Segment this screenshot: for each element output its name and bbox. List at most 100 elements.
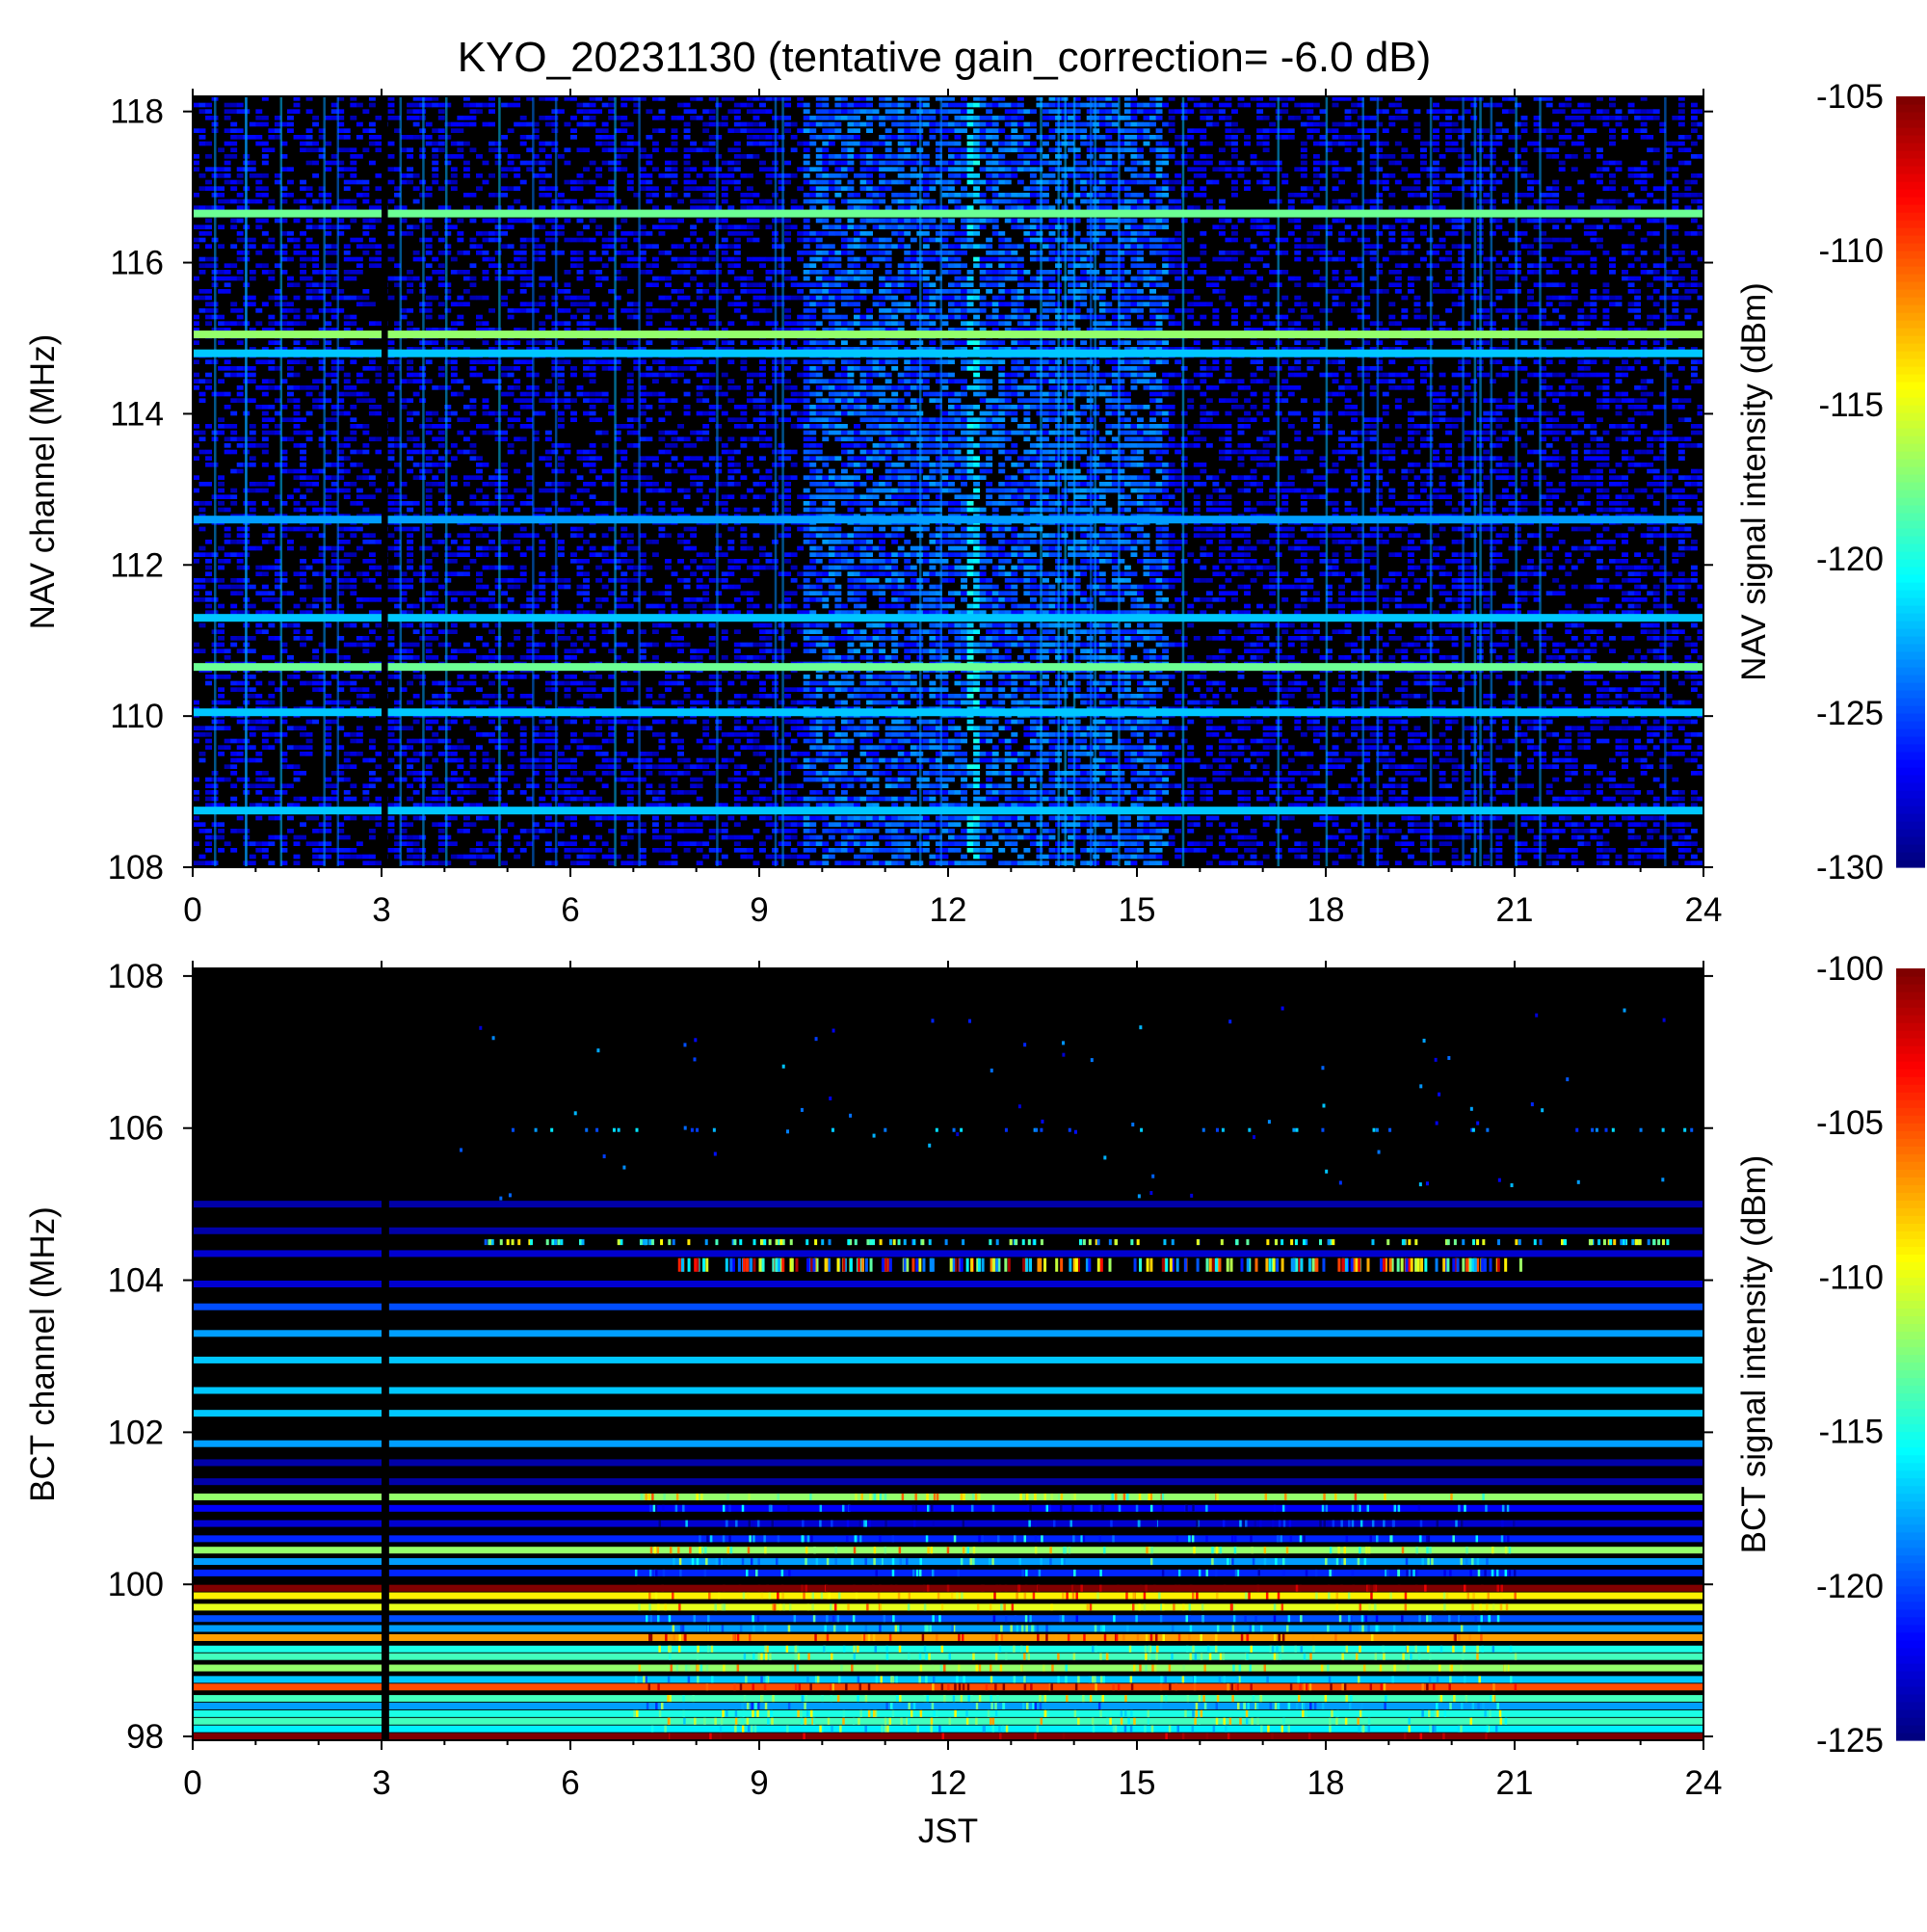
heatmap-cell	[369, 411, 376, 416]
heatmap-cell	[672, 315, 678, 320]
heatmap-cell	[224, 745, 231, 750]
heatmap-cell	[508, 167, 515, 172]
heatmap-cell	[388, 392, 395, 397]
heatmap-cell	[577, 623, 584, 628]
heatmap-cell	[558, 758, 565, 763]
heatmap-cell	[740, 681, 747, 686]
heatmap-cell	[722, 340, 728, 345]
heatmap-cell	[627, 629, 634, 634]
heatmap-cell	[344, 205, 351, 210]
heatmap-cell	[595, 315, 602, 320]
heatmap-cell	[407, 643, 413, 648]
heatmap-cell	[193, 321, 199, 326]
heatmap-cell	[684, 469, 691, 474]
heatmap-cell	[501, 494, 508, 499]
heatmap-cell	[432, 540, 438, 544]
heatmap-cell	[250, 270, 256, 275]
heatmap-cell	[287, 282, 294, 287]
heatmap-cell	[590, 398, 596, 403]
heatmap-cell	[627, 180, 634, 185]
heatmap-cell	[747, 205, 753, 210]
heatmap-cell	[752, 604, 759, 609]
heatmap-cell	[640, 848, 647, 853]
heatmap-cell	[734, 186, 741, 191]
heatmap-cell	[413, 771, 420, 776]
heatmap-cell	[438, 128, 445, 133]
heatmap-cell	[451, 321, 458, 326]
heatmap-cell	[640, 648, 647, 653]
heatmap-cell	[356, 238, 363, 243]
heatmap-cell	[570, 552, 577, 557]
heatmap-cell	[476, 359, 483, 364]
heatmap-cell	[483, 296, 489, 301]
heatmap-cell	[369, 366, 376, 371]
heatmap-cell	[451, 392, 458, 397]
heatmap-cell	[300, 643, 306, 648]
heatmap-cell	[426, 263, 433, 268]
heatmap-cell	[709, 231, 716, 236]
heatmap-cell	[709, 193, 716, 198]
heatmap-cell	[344, 199, 351, 204]
heatmap-cell	[709, 282, 716, 287]
heatmap-cell	[350, 585, 356, 590]
heatmap-cell	[766, 469, 773, 474]
heatmap-cell	[362, 450, 369, 455]
heatmap-cell	[590, 116, 596, 120]
heatmap-cell	[205, 231, 212, 236]
heatmap-cell	[369, 219, 376, 224]
heatmap-cell	[488, 231, 495, 236]
heatmap-cell	[262, 379, 269, 384]
heatmap-cell	[432, 270, 438, 275]
heatmap-cell	[325, 251, 331, 255]
heatmap-cell	[268, 623, 275, 628]
heatmap-cell	[690, 443, 697, 448]
heatmap-cell	[595, 778, 602, 782]
heatmap-cell	[727, 758, 734, 763]
heatmap-cell	[620, 585, 627, 590]
heatmap-cell	[602, 392, 609, 397]
heatmap-cell	[747, 643, 753, 648]
heatmap-cell	[577, 790, 584, 795]
heatmap-cell	[476, 578, 483, 583]
heatmap-cell	[426, 315, 433, 320]
heatmap-cell	[558, 411, 565, 416]
heatmap-cell	[312, 482, 319, 487]
heatmap-cell	[294, 411, 301, 416]
heatmap-cell	[747, 720, 753, 725]
heatmap-cell	[294, 315, 301, 320]
heatmap-cell	[230, 494, 237, 499]
heatmap-cell	[268, 797, 275, 802]
heatmap-cell	[230, 122, 237, 127]
heatmap-cell	[483, 482, 489, 487]
heatmap-cell	[268, 128, 275, 133]
heatmap-cell	[407, 848, 413, 853]
heatmap-cell	[684, 546, 691, 551]
heatmap-cell	[508, 585, 515, 590]
heatmap-cell	[451, 270, 458, 275]
heatmap-cell	[294, 199, 301, 204]
heatmap-cell	[709, 643, 716, 648]
heatmap-cell	[684, 694, 691, 699]
heatmap-cell	[620, 578, 627, 583]
heatmap-cell	[426, 533, 433, 538]
heatmap-cell	[514, 411, 520, 416]
heatmap-cell	[463, 482, 470, 487]
heatmap-cell	[734, 116, 741, 120]
heatmap-cell	[407, 225, 413, 229]
heatmap-cell	[300, 597, 306, 602]
heatmap-cell	[627, 701, 634, 705]
heatmap-cell	[268, 597, 275, 602]
heatmap-cell	[520, 302, 527, 306]
heatmap-cell	[488, 720, 495, 725]
heatmap-cell	[570, 681, 577, 686]
heatmap-cell	[306, 720, 313, 725]
heatmap-cell	[558, 540, 565, 544]
heatmap-cell	[388, 822, 395, 827]
heatmap-cell	[590, 636, 596, 641]
heatmap-cell	[752, 482, 759, 487]
heatmap-cell	[476, 855, 483, 860]
heatmap-cell	[250, 161, 256, 166]
heatmap-cell	[734, 739, 741, 744]
heatmap-cell	[677, 103, 684, 108]
heatmap-cell	[539, 720, 545, 725]
